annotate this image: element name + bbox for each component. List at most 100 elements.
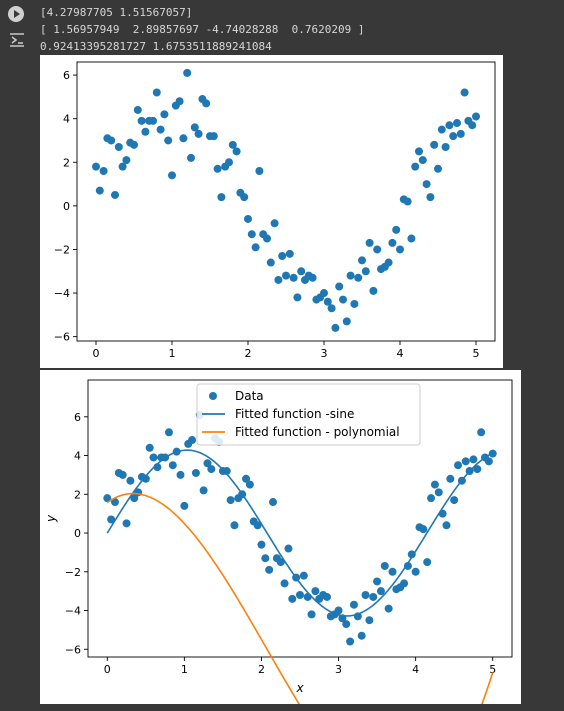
- plot2-x-tick-label: 0: [104, 663, 111, 676]
- plot2-x-tick-label: 4: [412, 663, 419, 676]
- plot1-data-point: [92, 162, 100, 171]
- plot1-data-point: [270, 219, 279, 228]
- plot2-data-point: [461, 457, 470, 466]
- plot2-data-point: [118, 470, 127, 479]
- plot2-data-point: [122, 519, 131, 528]
- plot1-y-tick-label: 0: [63, 200, 70, 213]
- plot2-data-point: [203, 459, 212, 468]
- plot2-data-point: [407, 550, 416, 559]
- scatter-plot: 0 1 2 3 4 5 −6 −4 −2 0 2 4 6: [40, 55, 503, 368]
- plot1-data-point: [99, 166, 108, 175]
- plot2-data-point: [473, 465, 482, 474]
- plot2-data-point: [284, 544, 293, 553]
- plot2-data-point: [188, 436, 197, 445]
- plot2-data-point: [373, 577, 382, 586]
- plot1-data-point: [308, 273, 317, 282]
- plot1-data-point: [130, 140, 138, 149]
- plot1-data-point: [217, 193, 226, 202]
- y-axis-label: y: [44, 514, 58, 523]
- plot2-data-point: [484, 457, 493, 466]
- plot1-data-point: [228, 140, 237, 149]
- plot1-data-point: [285, 249, 294, 258]
- plot2-data-point: [126, 476, 135, 485]
- output-line: [4.27987705 1.51567057]: [40, 6, 193, 19]
- fitted-functions-plot: 0 1 2 3 4 5 −6 −4 −2 0 2 4 6 x y Data Fitted function -s…: [40, 370, 521, 711]
- plot1-data-point: [179, 134, 188, 143]
- plot1-data-point: [289, 273, 298, 282]
- plot1-data-point: [415, 147, 423, 156]
- plot2-data-point: [446, 474, 455, 483]
- run-cell-button[interactable]: [8, 6, 24, 22]
- plot1-data-point: [164, 136, 173, 145]
- plot2-y-tick-label: 2: [74, 488, 81, 501]
- plot1-data-point: [225, 158, 233, 167]
- plot2-data-point: [207, 465, 216, 474]
- plot1-data-point: [122, 156, 131, 165]
- plot1-data-point: [354, 273, 363, 282]
- plot1-data-point: [209, 132, 218, 141]
- legend-label: Fitted function -sine: [235, 407, 354, 421]
- plot1-data-point: [369, 286, 378, 295]
- plot1-x-tick-label: 2: [245, 347, 252, 360]
- plot2-data-point: [141, 474, 150, 483]
- plot1-data-point: [456, 129, 465, 138]
- plot1-data-point: [282, 271, 290, 280]
- plot2-data-point: [322, 592, 331, 601]
- plot2-data-point: [242, 474, 251, 483]
- plot1-data-point: [194, 129, 203, 138]
- plot2-data-point: [403, 561, 412, 570]
- plot2-data-point: [346, 637, 355, 646]
- plot1-data-point: [392, 225, 401, 234]
- plot2-data-point: [361, 591, 370, 600]
- plot2-data-point: [145, 443, 154, 452]
- plot1-data-point: [449, 132, 458, 141]
- plot2-data-point: [103, 494, 112, 503]
- plot1-data-point: [342, 317, 351, 326]
- plot1-y-tick-label: −4: [54, 287, 70, 300]
- plot1-data-point: [430, 140, 439, 149]
- plot2-y-tick-label: −2: [65, 566, 81, 579]
- plot1-data-point: [149, 116, 157, 125]
- plot1-data-point: [168, 171, 176, 180]
- plot1-data-point: [403, 197, 412, 206]
- plot1-data-point: [251, 243, 260, 252]
- plot1-data-point: [263, 234, 271, 243]
- plot2-data-point: [180, 501, 189, 510]
- plot1-data-point: [323, 297, 332, 306]
- plot2-x-tick-label: 3: [335, 663, 342, 676]
- plot1-data-point: [426, 193, 435, 202]
- plot2-data-point: [296, 591, 304, 600]
- x-axis-label: x: [295, 681, 304, 695]
- plot2-data-point: [269, 498, 278, 507]
- plot1-data-point: [358, 256, 366, 265]
- plot1-data-point: [297, 267, 306, 276]
- plot1-data-point: [346, 271, 355, 280]
- plot2-data-point: [334, 606, 343, 615]
- plot2-data-point: [469, 455, 478, 464]
- plot2-data-point: [276, 558, 285, 567]
- plot2-data-point: [222, 467, 231, 476]
- plot2-data-point: [419, 525, 428, 534]
- plot2-x-tick-label: 2: [258, 663, 265, 676]
- plot1-data-point: [388, 238, 397, 247]
- plot2-data-point: [280, 579, 289, 588]
- legend-marker-data: [209, 392, 217, 400]
- plot1-data-point: [422, 180, 431, 189]
- legend-box: [196, 383, 421, 446]
- play-icon: [14, 10, 20, 18]
- plot2-data-point: [176, 470, 185, 479]
- plot2-data-point: [388, 567, 397, 576]
- plot2-data-point: [376, 587, 385, 596]
- plot1-data-point: [418, 156, 427, 165]
- plot2-data-point: [442, 521, 451, 530]
- output-toggle-icon[interactable]: [8, 31, 26, 49]
- fitted-functions-svg: 0 1 2 3 4 5 −6 −4 −2 0 2 4 6 x y Data Fitted function -s…: [44, 379, 513, 711]
- plot1-data-point: [441, 143, 450, 152]
- plot1-data-point: [255, 166, 264, 175]
- plot1-data-point: [232, 147, 241, 156]
- plot1-data-point: [293, 293, 302, 302]
- plot2-data-point: [450, 496, 459, 505]
- plot1-data-point: [247, 230, 256, 239]
- plot2-data-point: [477, 428, 486, 437]
- plot1-x-tick-label: 3: [321, 347, 328, 360]
